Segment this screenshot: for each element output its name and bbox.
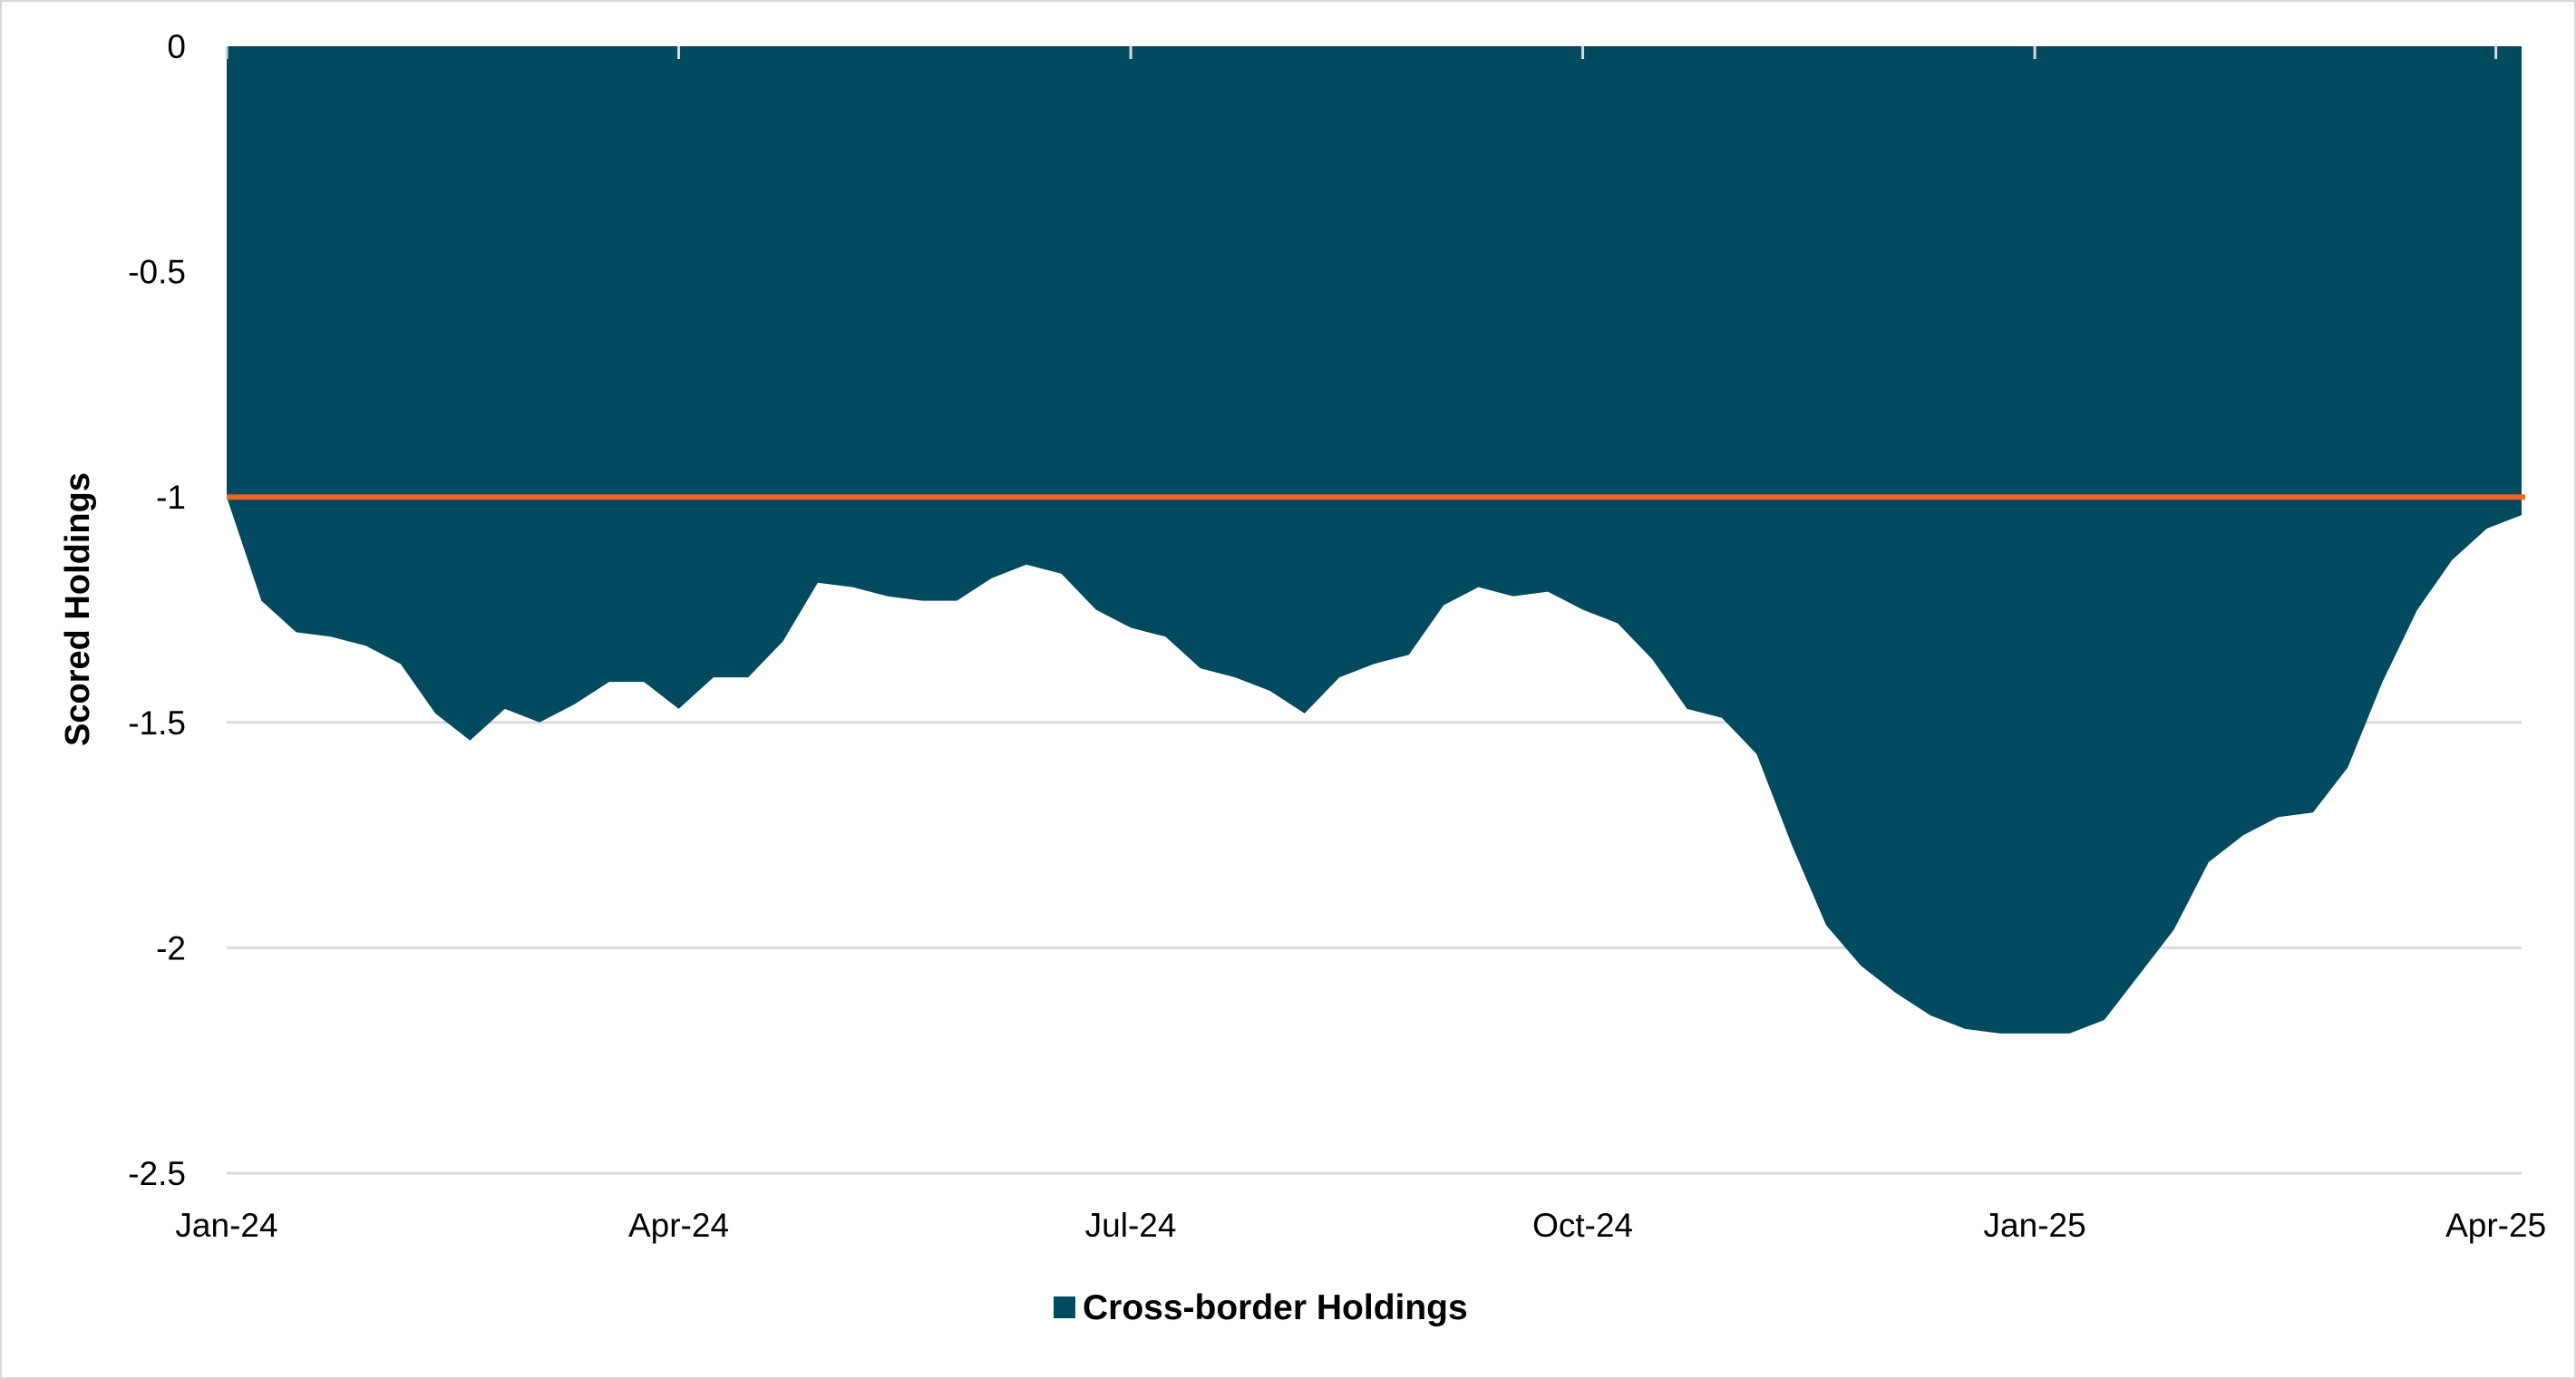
legend-label: Cross-border Holdings bbox=[1083, 1288, 1468, 1327]
x-tick-label: Jul-24 bbox=[1085, 1207, 1177, 1244]
x-tick-label: Jan-24 bbox=[175, 1207, 277, 1244]
y-tick-label: -0.5 bbox=[128, 254, 186, 291]
x-tick-label: Apr-25 bbox=[2445, 1207, 2546, 1244]
y-axis-title: Scored Holdings bbox=[59, 472, 97, 746]
y-tick-label: -2 bbox=[156, 929, 186, 966]
area-series-cross-border-holdings bbox=[227, 46, 2522, 1034]
y-tick-label: -1 bbox=[156, 479, 186, 516]
y-tick-label: 0 bbox=[167, 28, 186, 65]
y-tick-label: -1.5 bbox=[128, 704, 186, 742]
x-tick-label: Apr-24 bbox=[628, 1207, 729, 1244]
x-tick-label: Oct-24 bbox=[1532, 1207, 1633, 1244]
y-tick-label: -2.5 bbox=[128, 1155, 186, 1192]
legend: Cross-border Holdings bbox=[1054, 1288, 1468, 1327]
x-tick-label: Jan-25 bbox=[1984, 1207, 2086, 1244]
legend-swatch bbox=[1054, 1296, 1075, 1318]
